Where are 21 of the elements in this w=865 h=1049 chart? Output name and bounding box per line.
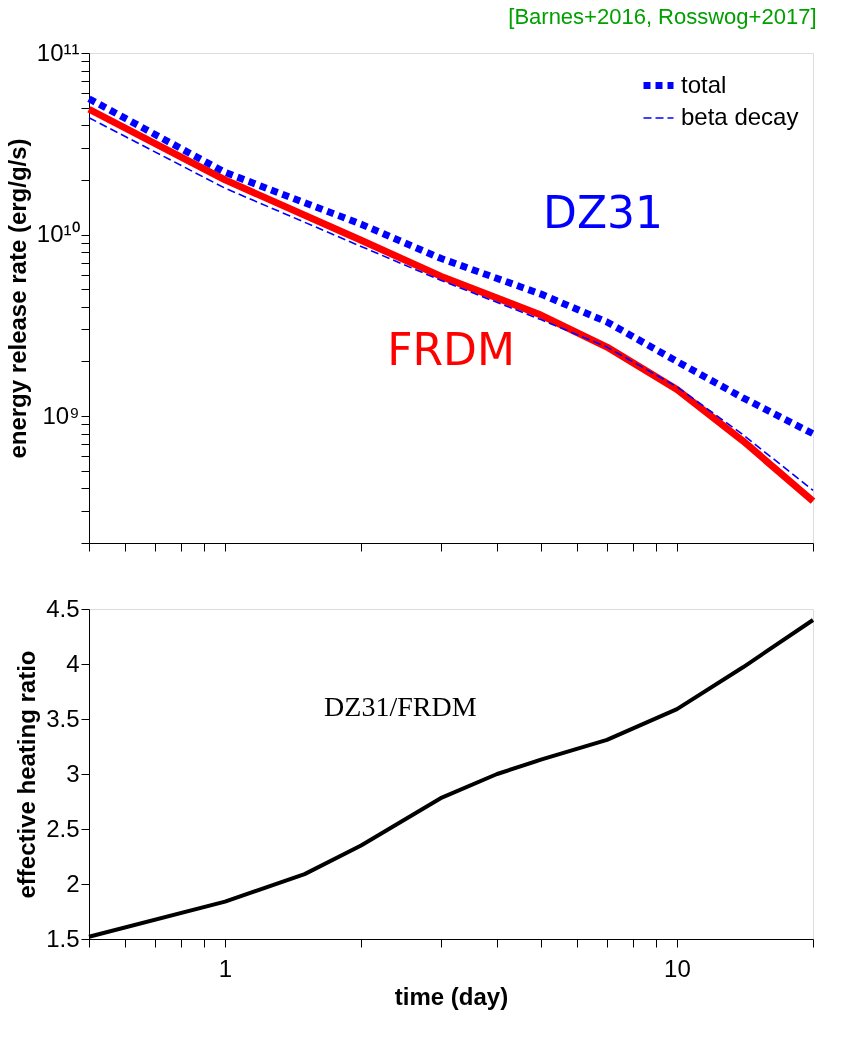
y-tick-label: 3 [66, 759, 80, 787]
annotation: DZ31/FRDM [324, 691, 477, 722]
y-tick-label: 10¹⁰ [36, 220, 80, 248]
x-tick-label: 10 [664, 954, 691, 982]
y-tick-label: 4 [66, 649, 80, 677]
text: [Barnes+2016, Rosswog+2017] [508, 4, 817, 29]
y-axis-title: energy release rate (erg/g/s) [3, 138, 31, 459]
y-tick-label: 10¹¹ [36, 38, 80, 66]
y-tick-label: 2.5 [46, 814, 80, 842]
legend-label: total [681, 70, 727, 98]
annotation: DZ31 [543, 186, 664, 238]
y-axis-title: effective heating ratio [13, 650, 41, 899]
series-label: FRDM [387, 323, 515, 375]
y-tick-label: 2 [66, 869, 80, 897]
legend-label: beta decay [681, 103, 799, 130]
x-tick-label: 1 [218, 954, 233, 982]
y-tick-label: 3.5 [46, 704, 80, 732]
x-axis-title: time (day) [394, 982, 509, 1010]
y-tick-label: 4.5 [46, 594, 80, 622]
y-tick-label: 1.5 [46, 924, 80, 952]
y-tick-label: 10⁹ [42, 401, 80, 429]
